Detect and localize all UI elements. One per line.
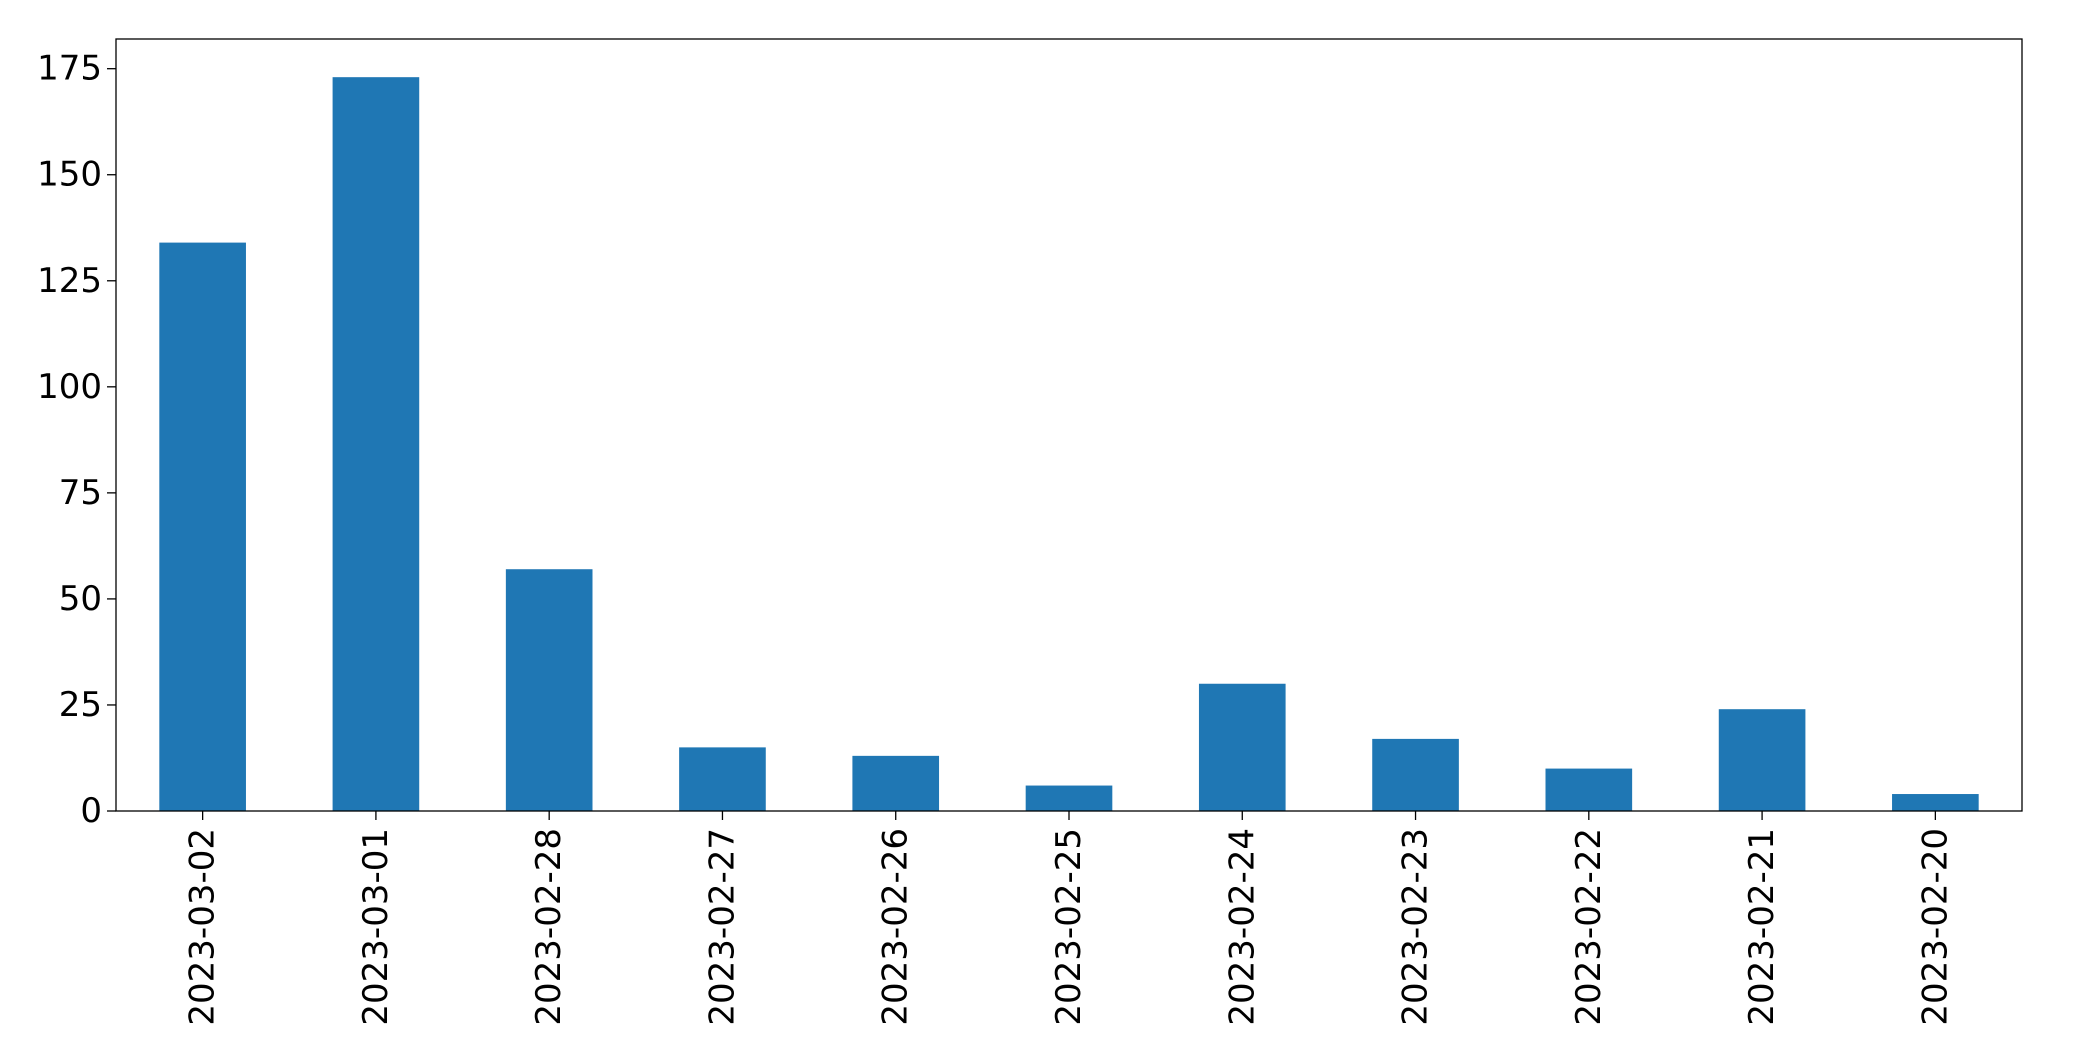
bar-2023-02-27 <box>679 747 766 811</box>
bar-2023-02-23 <box>1372 738 1459 811</box>
x-tick-label: 2023-02-24 <box>1222 828 1262 1026</box>
plot-frame <box>115 38 2023 812</box>
x-tick-label: 2023-02-26 <box>876 828 916 1026</box>
x-axis: 2023-03-02 2023-03-01 2023-02-28 2023-02-27… <box>183 811 1955 1026</box>
y-tick-label: 175 <box>37 49 102 89</box>
bar-2023-02-26 <box>852 755 940 811</box>
bar-2023-02-22 <box>1545 768 1633 811</box>
y-tick-label: 125 <box>37 261 102 301</box>
bar-2023-02-28 <box>505 569 593 811</box>
y-tick-label: 100 <box>37 367 102 407</box>
x-tick-label: 2023-02-27 <box>702 828 742 1026</box>
bar-2023-02-21 <box>1718 709 1806 811</box>
y-tick-label: 25 <box>59 685 102 725</box>
y-tick-label: 50 <box>59 579 102 619</box>
bar-2023-03-01 <box>332 77 420 811</box>
x-tick-label: 2023-02-25 <box>1049 828 1089 1026</box>
x-tick-label: 2023-02-23 <box>1396 828 1436 1026</box>
y-tick-label: 0 <box>80 791 102 831</box>
bar-2023-02-25 <box>1025 785 1113 811</box>
x-tick-label: 2023-02-28 <box>529 828 569 1026</box>
y-tick-label: 75 <box>59 473 102 513</box>
bar-2023-03-02 <box>159 242 246 812</box>
x-tick-label: 2023-02-20 <box>1915 828 1955 1026</box>
x-tick-label: 2023-02-21 <box>1742 828 1782 1026</box>
bars-group <box>159 77 1979 812</box>
y-tick-label: 150 <box>37 155 102 195</box>
x-tick-label: 2023-03-01 <box>356 828 396 1026</box>
x-tick-label: 2023-02-22 <box>1569 828 1609 1026</box>
x-tick-label: 2023-03-02 <box>183 828 223 1026</box>
bar-2023-02-24 <box>1198 683 1286 811</box>
y-axis: 0 25 50 75 100 125 150 175 <box>37 49 116 831</box>
bar-2023-02-20 <box>1892 794 1979 811</box>
